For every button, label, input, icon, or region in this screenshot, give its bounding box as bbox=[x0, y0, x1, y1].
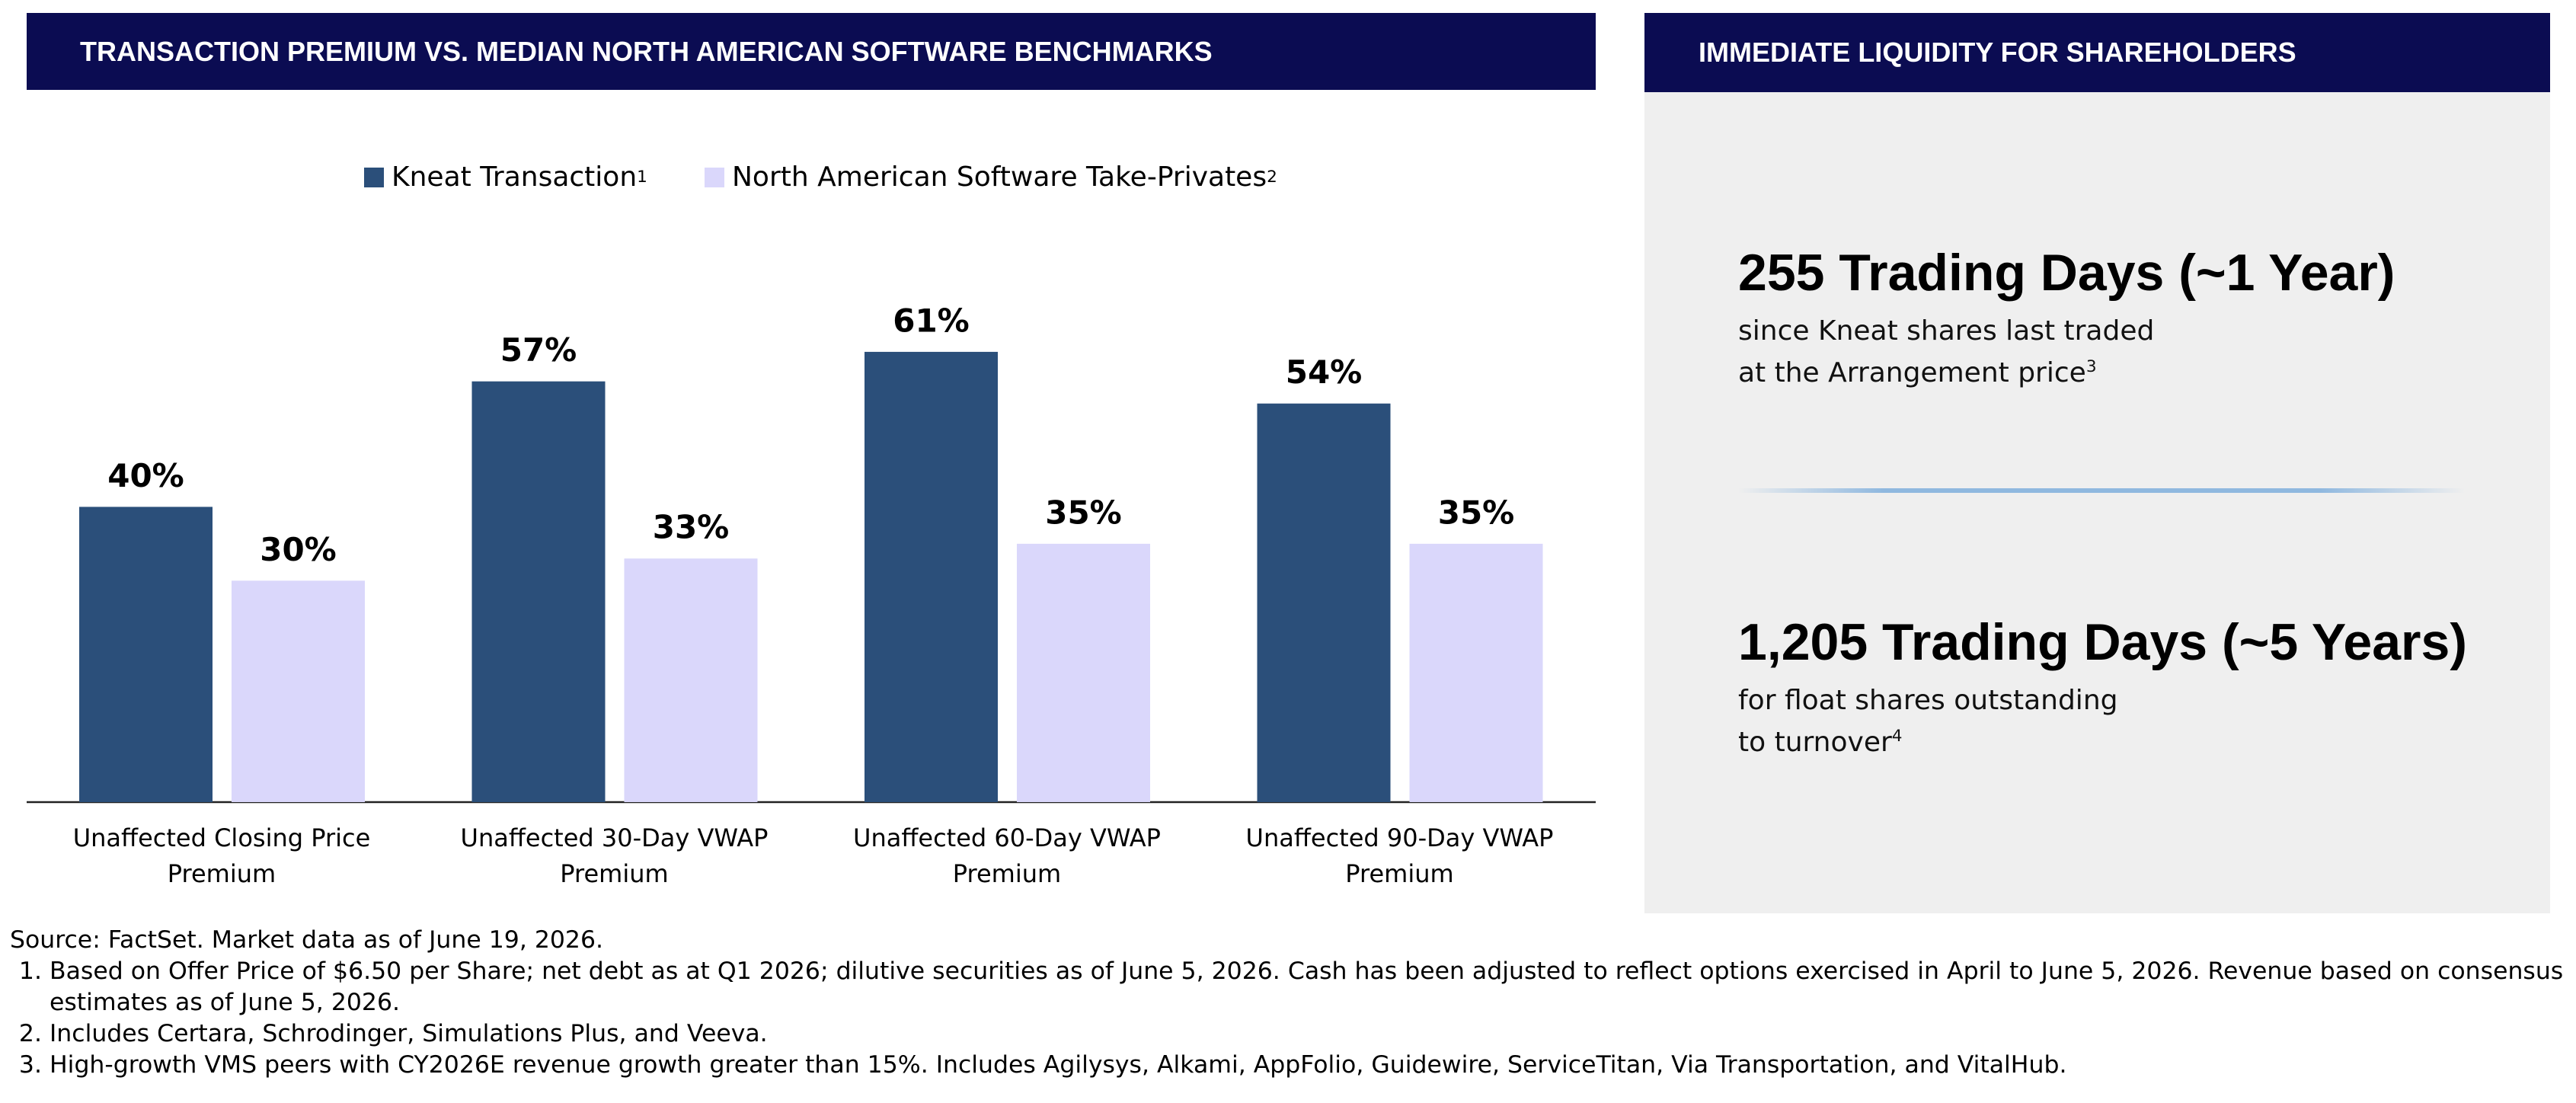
legend-swatch bbox=[364, 167, 384, 187]
bar bbox=[79, 507, 213, 802]
x-tick-label: Unaffected 30-Day VWAP Premium bbox=[460, 823, 769, 888]
x-tick-label: Unaffected 60-Day VWAP Premium bbox=[853, 823, 1161, 888]
value-label: 61% bbox=[893, 302, 970, 339]
liquidity-title: IMMEDIATE LIQUIDITY FOR SHAREHOLDERS bbox=[1699, 37, 2296, 68]
note-ref: 3 bbox=[2085, 357, 2097, 376]
chart-title: TRANSACTION PREMIUM VS. MEDIAN NORTH AME… bbox=[80, 35, 1213, 67]
subtext-text: for float shares outstanding bbox=[1738, 685, 2118, 716]
source-note: Source: FactSet. Market data as of June … bbox=[10, 926, 604, 954]
bar bbox=[865, 351, 998, 802]
value-label: 54% bbox=[1286, 353, 1363, 391]
footnote: Based on Offer Price of $6.50 per Share;… bbox=[50, 956, 2573, 1018]
chart-header: TRANSACTION PREMIUM VS. MEDIAN NORTH AME… bbox=[27, 13, 1596, 90]
subtext-line: at the Arrangement price3 bbox=[1738, 349, 2154, 391]
value-label: 33% bbox=[653, 509, 730, 546]
value-label: 40% bbox=[107, 457, 184, 494]
legend-label: North American Software Take-Privates bbox=[732, 161, 1267, 193]
value-label: 35% bbox=[1045, 494, 1122, 531]
legend-item: Kneat Transaction 1 bbox=[364, 161, 647, 193]
divider bbox=[1738, 488, 2465, 493]
headline: 255 Trading Days (~1 Year) bbox=[1738, 244, 2395, 302]
footnote: High-growth VMS peers with CY2026E reven… bbox=[50, 1050, 2573, 1081]
legend-item: North American Software Take-Privates 2 bbox=[705, 161, 1277, 193]
subtext-line: to turnover4 bbox=[1738, 718, 2117, 760]
legend-swatch bbox=[705, 167, 724, 187]
liquidity-panel: 255 Trading Days (~1 Year) since Kneat sh… bbox=[1644, 92, 2550, 913]
bar bbox=[1257, 403, 1391, 802]
subtext: since Kneat shares last traded at the Arr… bbox=[1738, 313, 2154, 391]
legend-label: Kneat Transaction bbox=[392, 161, 638, 193]
subtext-text: to turnover bbox=[1738, 727, 1892, 758]
x-tick-label: Unaffected 90-Day VWAP Premium bbox=[1245, 823, 1554, 888]
subtext-line: for float shares outstanding bbox=[1738, 683, 2117, 718]
subtext: for float shares outstanding to turnover4 bbox=[1738, 683, 2117, 760]
bar bbox=[232, 580, 365, 802]
bar bbox=[1409, 543, 1543, 802]
liquidity-header: IMMEDIATE LIQUIDITY FOR SHAREHOLDERS bbox=[1644, 13, 2550, 92]
bar bbox=[471, 381, 606, 802]
footnotes: Source: FactSet. Market data as of June … bbox=[10, 925, 2573, 1081]
legend-note: 2 bbox=[1267, 168, 1277, 187]
subtext-text: since Kneat shares last traded bbox=[1738, 315, 2155, 347]
note-list: Based on Offer Price of $6.50 per Share;… bbox=[10, 956, 2573, 1081]
bar bbox=[624, 558, 758, 802]
headline: 1,205 Trading Days (~5 Years) bbox=[1738, 613, 2467, 671]
subtext-line: since Kneat shares last traded bbox=[1738, 313, 2154, 349]
footnote: Includes Certara, Schrodinger, Simulatio… bbox=[50, 1018, 2573, 1050]
chart: 40% 57% 61% 54% 30% 33% 35% 35% bbox=[27, 302, 1596, 804]
value-label: 57% bbox=[500, 331, 577, 369]
value-label: 30% bbox=[260, 531, 337, 568]
x-tick-label: Unaffected Closing Price Premium bbox=[72, 823, 371, 888]
legend-note: 1 bbox=[637, 168, 647, 187]
value-label: 35% bbox=[1438, 494, 1515, 531]
subtext-text: at the Arrangement price bbox=[1738, 357, 2086, 388]
note-ref: 4 bbox=[1891, 727, 1903, 746]
bar bbox=[1017, 543, 1150, 802]
